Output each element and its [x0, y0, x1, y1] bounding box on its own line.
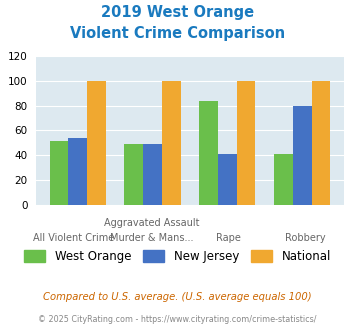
- Bar: [143, 144, 162, 205]
- Text: Murder & Mans...: Murder & Mans...: [110, 233, 193, 243]
- Bar: [162, 81, 181, 205]
- Text: Compared to U.S. average. (U.S. average equals 100): Compared to U.S. average. (U.S. average …: [43, 292, 312, 302]
- Bar: [199, 101, 218, 205]
- Text: Aggravated Assault: Aggravated Assault: [104, 218, 199, 228]
- Text: All Violent Crime: All Violent Crime: [33, 233, 115, 243]
- Bar: [68, 138, 87, 205]
- Bar: [87, 81, 106, 205]
- Text: Violent Crime Comparison: Violent Crime Comparison: [70, 26, 285, 41]
- Text: Rape: Rape: [216, 233, 241, 243]
- Bar: [237, 81, 256, 205]
- Bar: [312, 81, 330, 205]
- Text: 2019 West Orange: 2019 West Orange: [101, 5, 254, 20]
- Bar: [293, 106, 312, 205]
- Legend: West Orange, New Jersey, National: West Orange, New Jersey, National: [24, 250, 331, 263]
- Text: © 2025 CityRating.com - https://www.cityrating.com/crime-statistics/: © 2025 CityRating.com - https://www.city…: [38, 315, 317, 324]
- Bar: [218, 154, 237, 205]
- Bar: [124, 144, 143, 205]
- Bar: [274, 154, 293, 205]
- Bar: [50, 142, 68, 205]
- Text: Robbery: Robbery: [285, 233, 326, 243]
